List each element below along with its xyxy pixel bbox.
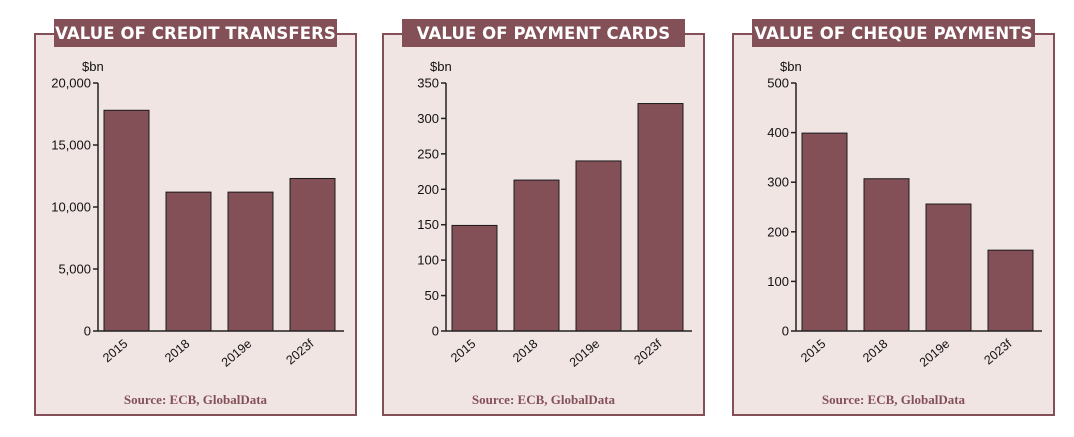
- bar-2018: [863, 178, 910, 332]
- y-tick-label: 200: [767, 224, 789, 239]
- y-tick-label: 50: [425, 288, 439, 303]
- y-axis-unit-label: $bn: [82, 59, 104, 74]
- y-tick-label: 20,000: [51, 76, 91, 91]
- chart-panel-payment-cards: VALUE OF PAYMENT CARDS 0 50 100 150 200 250 30…: [382, 19, 705, 416]
- x-category-label: 2018: [162, 337, 192, 366]
- bar-2019e: [925, 203, 972, 332]
- y-tick-label: 300: [767, 175, 789, 190]
- bar-2019e: [227, 191, 274, 332]
- y-tick-label: 0: [84, 324, 91, 339]
- y-tick-label: 100: [767, 274, 789, 289]
- x-category-label: 2023f: [981, 336, 1014, 367]
- y-tick-label: 300: [417, 111, 439, 126]
- y-tick-label: 250: [417, 146, 439, 161]
- y-tick-label: 15,000: [51, 138, 91, 153]
- bar-chart-credit-transfers: 0 5,000 10,000 15,000 20,000 $bn 2015 2018 2019e…: [51, 59, 344, 370]
- x-category-label: 2023f: [631, 336, 664, 367]
- bar-2015: [451, 224, 498, 332]
- y-tick-label: 150: [417, 217, 439, 232]
- y-tick-label: 200: [417, 182, 439, 197]
- bar-chart-cheque-payments: 0 100 200 300 400 500 $bn 2015 2018 2019e 2023f: [767, 59, 1042, 370]
- bar-2023f: [637, 103, 684, 332]
- y-tick-label: 350: [417, 76, 439, 91]
- x-category-label: 2018: [860, 337, 890, 366]
- bar-2018: [513, 179, 560, 332]
- bar-2015: [103, 109, 150, 332]
- x-category-label: 2015: [100, 337, 130, 366]
- y-tick-label: 400: [767, 125, 789, 140]
- x-category-label: 2015: [448, 337, 478, 366]
- y-axis-unit-label: $bn: [780, 59, 802, 74]
- x-category-label: 2023f: [283, 336, 316, 367]
- y-axis-unit-label: $bn: [430, 59, 452, 74]
- x-category-label: 2018: [510, 337, 540, 366]
- y-tick-label: 500: [767, 76, 789, 91]
- chart-panel-credit-transfers: VALUE OF CREDIT TRANSFERS 0 5,000 10,000 15…: [34, 19, 357, 416]
- x-category-label: 2015: [798, 337, 828, 366]
- chart-title: VALUE OF CHEQUE PAYMENTS: [752, 19, 1035, 47]
- y-tick-label: 5,000: [58, 262, 91, 277]
- x-category-label: 2019e: [567, 337, 603, 370]
- bar-2015: [801, 132, 848, 332]
- y-tick-label: 100: [417, 253, 439, 268]
- y-tick-label: 0: [432, 324, 439, 339]
- source-note: Source: ECB, GlobalData: [123, 392, 268, 407]
- chart-title: VALUE OF CREDIT TRANSFERS: [54, 19, 337, 47]
- chart-title: VALUE OF PAYMENT CARDS: [402, 19, 685, 47]
- x-category-label: 2019e: [917, 337, 953, 370]
- bar-chart-payment-cards: 0 50 100 150 200 250 300 350 $bn 2015 2018 2019e 202…: [417, 59, 692, 370]
- y-tick-label: 10,000: [51, 200, 91, 215]
- bar-2023f: [987, 249, 1034, 332]
- y-tick-label: 0: [782, 324, 789, 339]
- bar-2019e: [575, 160, 622, 332]
- source-note: Source: ECB, GlobalData: [821, 392, 966, 407]
- source-note: Source: ECB, GlobalData: [471, 392, 616, 407]
- bar-2018: [165, 191, 212, 332]
- chart-panel-cheque-payments: VALUE OF CHEQUE PAYMENTS 0 100 200 300 400 50…: [732, 19, 1055, 416]
- x-category-label: 2019e: [219, 337, 255, 370]
- bar-2023f: [289, 177, 336, 332]
